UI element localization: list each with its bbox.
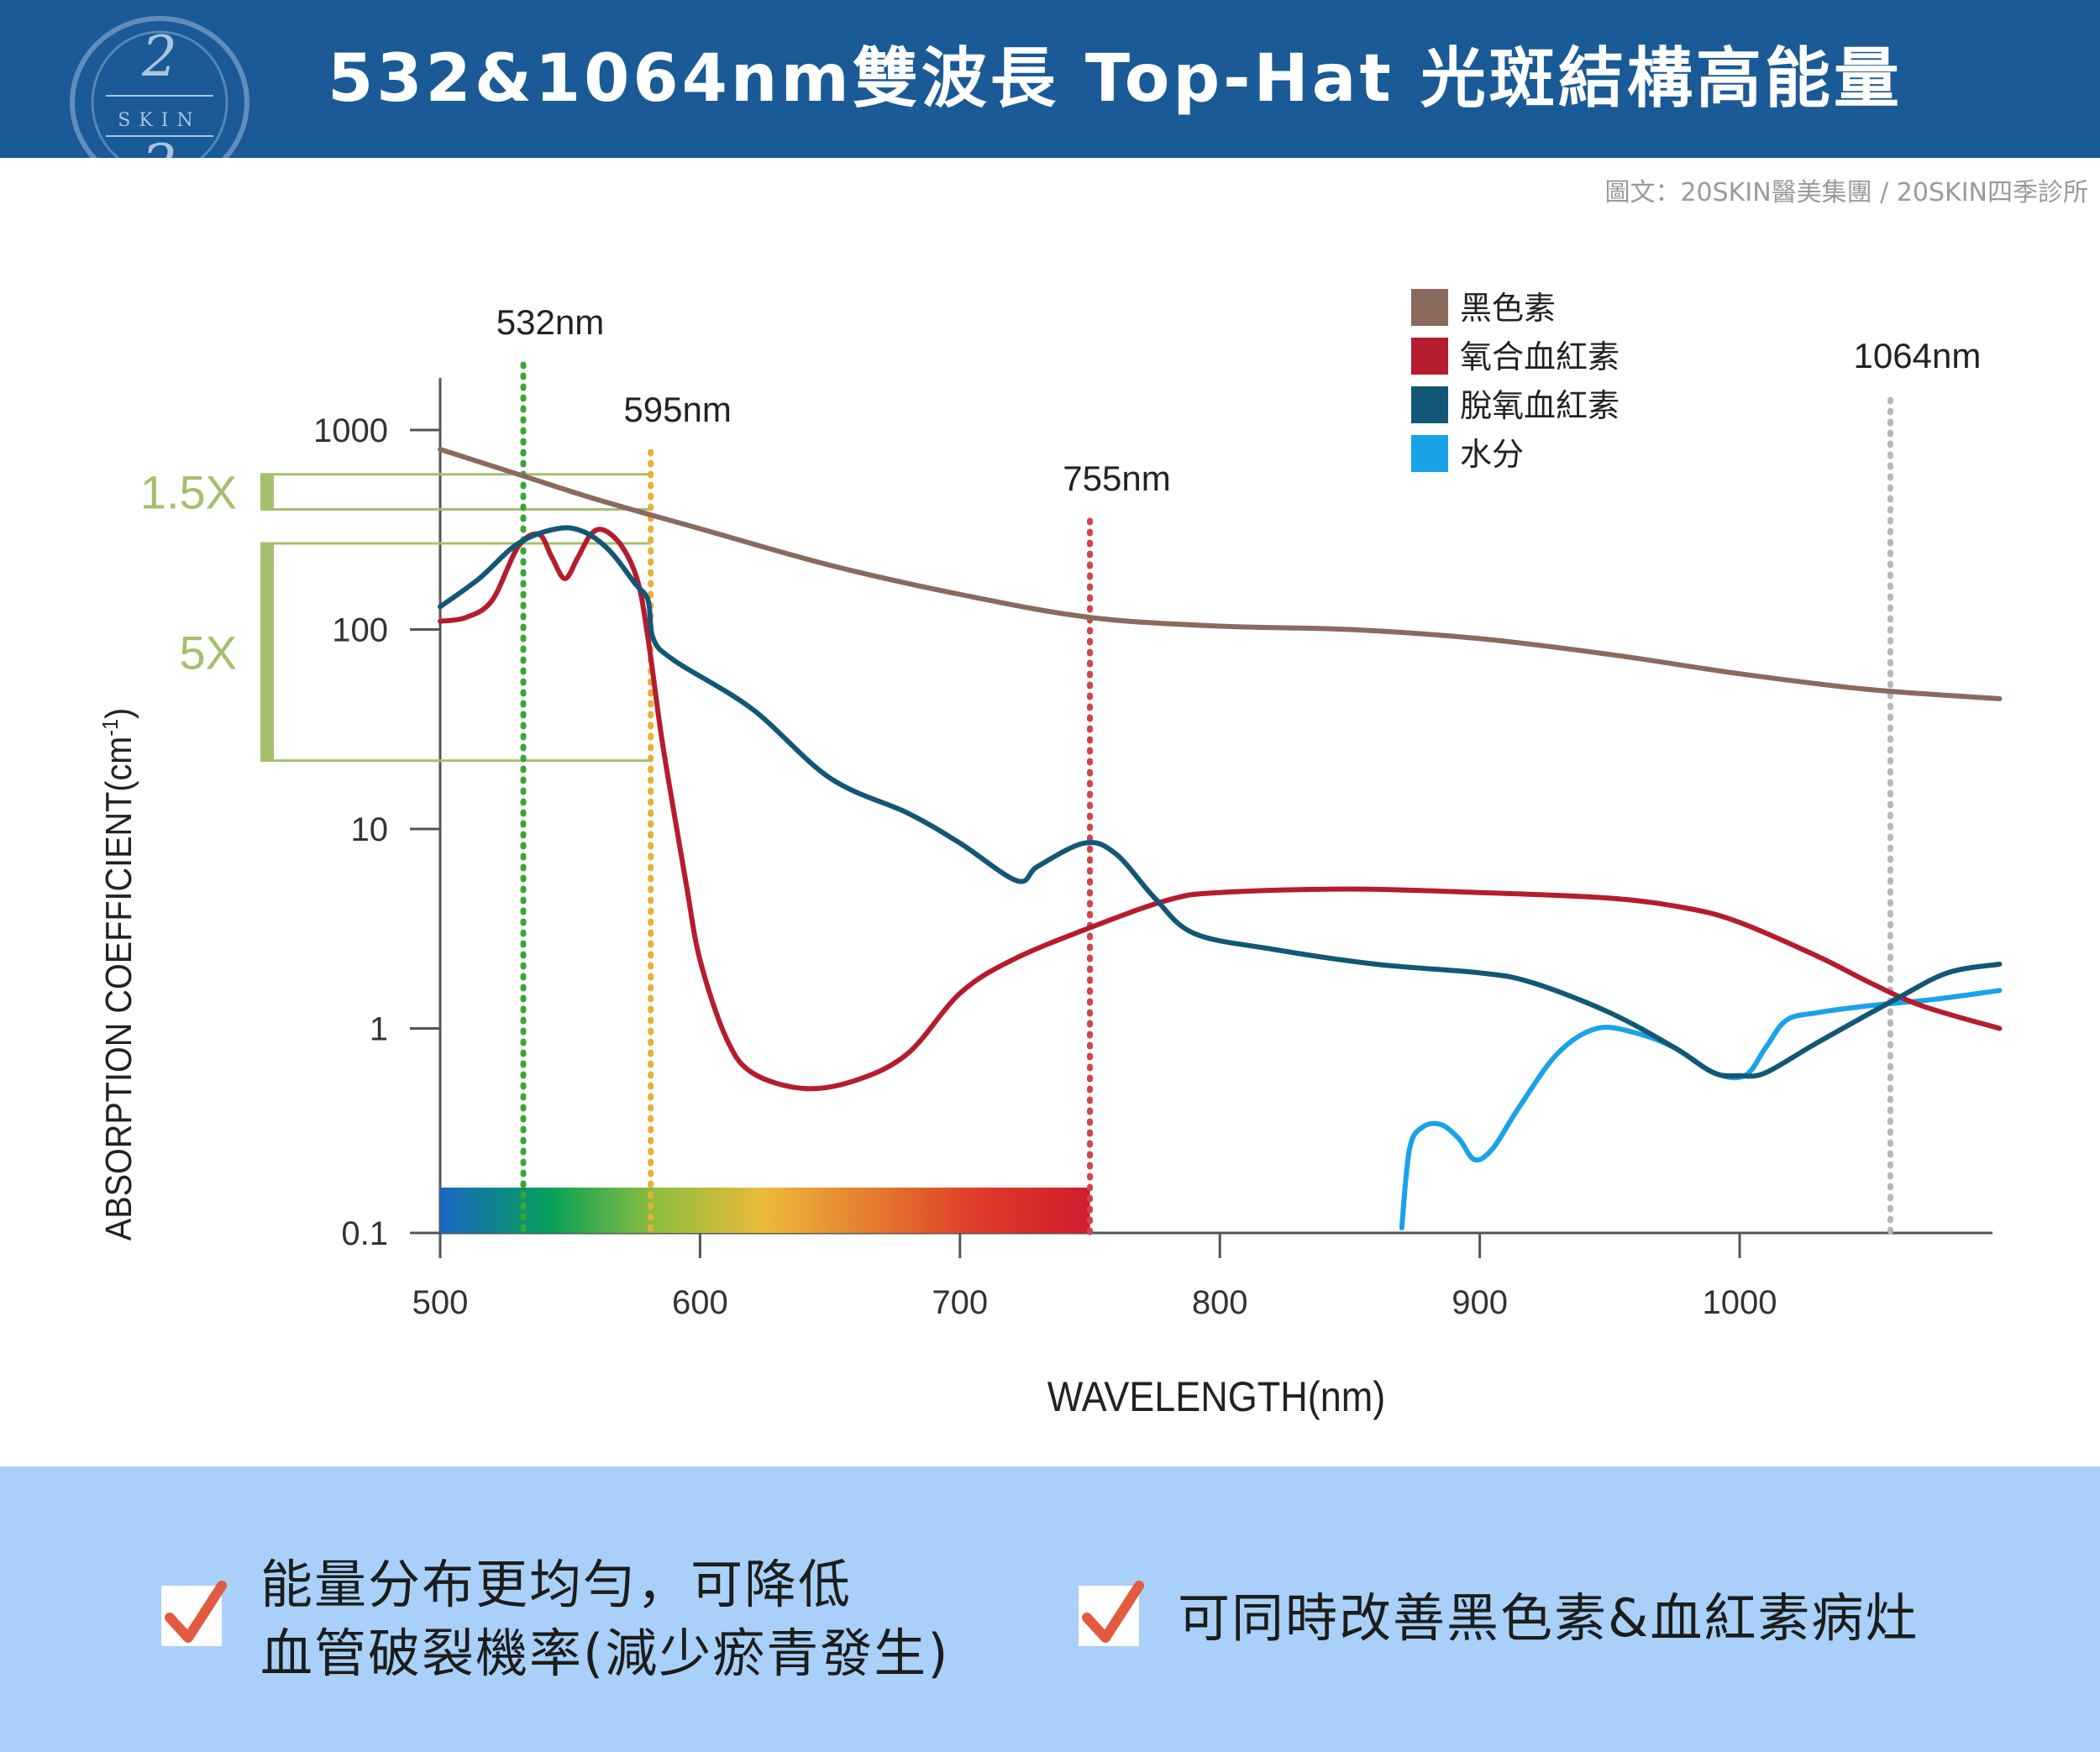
logo-bottom-glyph: 2 <box>141 133 177 158</box>
x-tick-label: 700 <box>932 1284 988 1321</box>
ratio-bracket-bar <box>260 474 274 510</box>
brand-logo: 2 SKIN 2 <box>70 16 249 158</box>
absorption-chart: 0.1 1 10 100 1000 500 600 700 800 900 1000 WAVELENG… <box>97 289 2003 1421</box>
legend-label: 水分 <box>1460 438 1524 473</box>
ratio-bracket-bar <box>260 543 274 761</box>
y-tick-label: 100 <box>332 612 388 649</box>
benefit-right: 可同時改善黑色素&血紅素病灶 <box>1178 1587 1919 1649</box>
series-line <box>1399 988 2003 1230</box>
wavelength-marker-label: 755nm <box>1063 459 1170 498</box>
series-line <box>438 527 2003 1092</box>
footer-panel: 能量分布更均勻，可降低 血管破裂機率(減少瘀青發生) 可同時改善黑色素&血紅素病… <box>0 1466 2100 1752</box>
x-tick-label: 900 <box>1452 1284 1508 1321</box>
y-tick-label: 10 <box>351 811 389 848</box>
legend-label: 黑色素 <box>1460 291 1556 327</box>
x-tick-label: 1000 <box>1703 1284 1777 1321</box>
benefit-left-line2: 血管破裂機率(減少瘀青發生) <box>260 1623 950 1684</box>
legend-swatch <box>1411 435 1448 472</box>
wavelength-marker-label: 1064nm <box>1854 336 1982 375</box>
page-title: 532&1064nm雙波長 Top-Hat 光斑結構高能量 <box>328 41 1903 117</box>
check-icon-left <box>161 1581 227 1646</box>
logo-number: 2 <box>141 24 177 89</box>
y-axis-title: ABSORPTION COEFFICIENT(cm-1) <box>97 708 139 1241</box>
header-bar: 2 SKIN 2 532&1064nm雙波長 Top-Hat 光斑結構高能量 <box>0 0 2100 158</box>
series-line <box>438 525 2003 1079</box>
x-tick-label: 500 <box>412 1284 469 1321</box>
image-credit: 圖文：20SKIN醫美集團 / 20SKIN四季診所 <box>1604 178 2088 207</box>
legend-label: 脫氧血紅素 <box>1460 389 1620 424</box>
ratio-label: 5X <box>180 626 238 679</box>
x-axis-title: WAVELENGTH(nm) <box>1047 1374 1385 1421</box>
benefit-left-line1: 能量分布更均勻，可降低 <box>260 1554 853 1615</box>
y-tick-label: 1 <box>370 1011 388 1048</box>
spectrum-bar <box>440 1188 1090 1233</box>
x-tick-label: 800 <box>1192 1284 1248 1321</box>
series-line <box>438 447 2003 701</box>
wavelength-marker-label: 595nm <box>623 390 731 429</box>
legend-swatch <box>1411 338 1448 375</box>
legend-swatch <box>1411 289 1448 326</box>
check-icon-right <box>1079 1581 1144 1646</box>
ratio-label: 1.5X <box>140 466 237 519</box>
logo-text: SKIN <box>118 110 201 131</box>
y-tick-label: 0.1 <box>341 1215 388 1252</box>
legend-swatch <box>1411 386 1448 423</box>
legend-label: 氧合血紅素 <box>1460 340 1620 375</box>
y-tick-label: 1000 <box>313 412 388 449</box>
wavelength-marker-label: 532nm <box>496 302 604 342</box>
x-tick-label: 600 <box>672 1284 728 1321</box>
